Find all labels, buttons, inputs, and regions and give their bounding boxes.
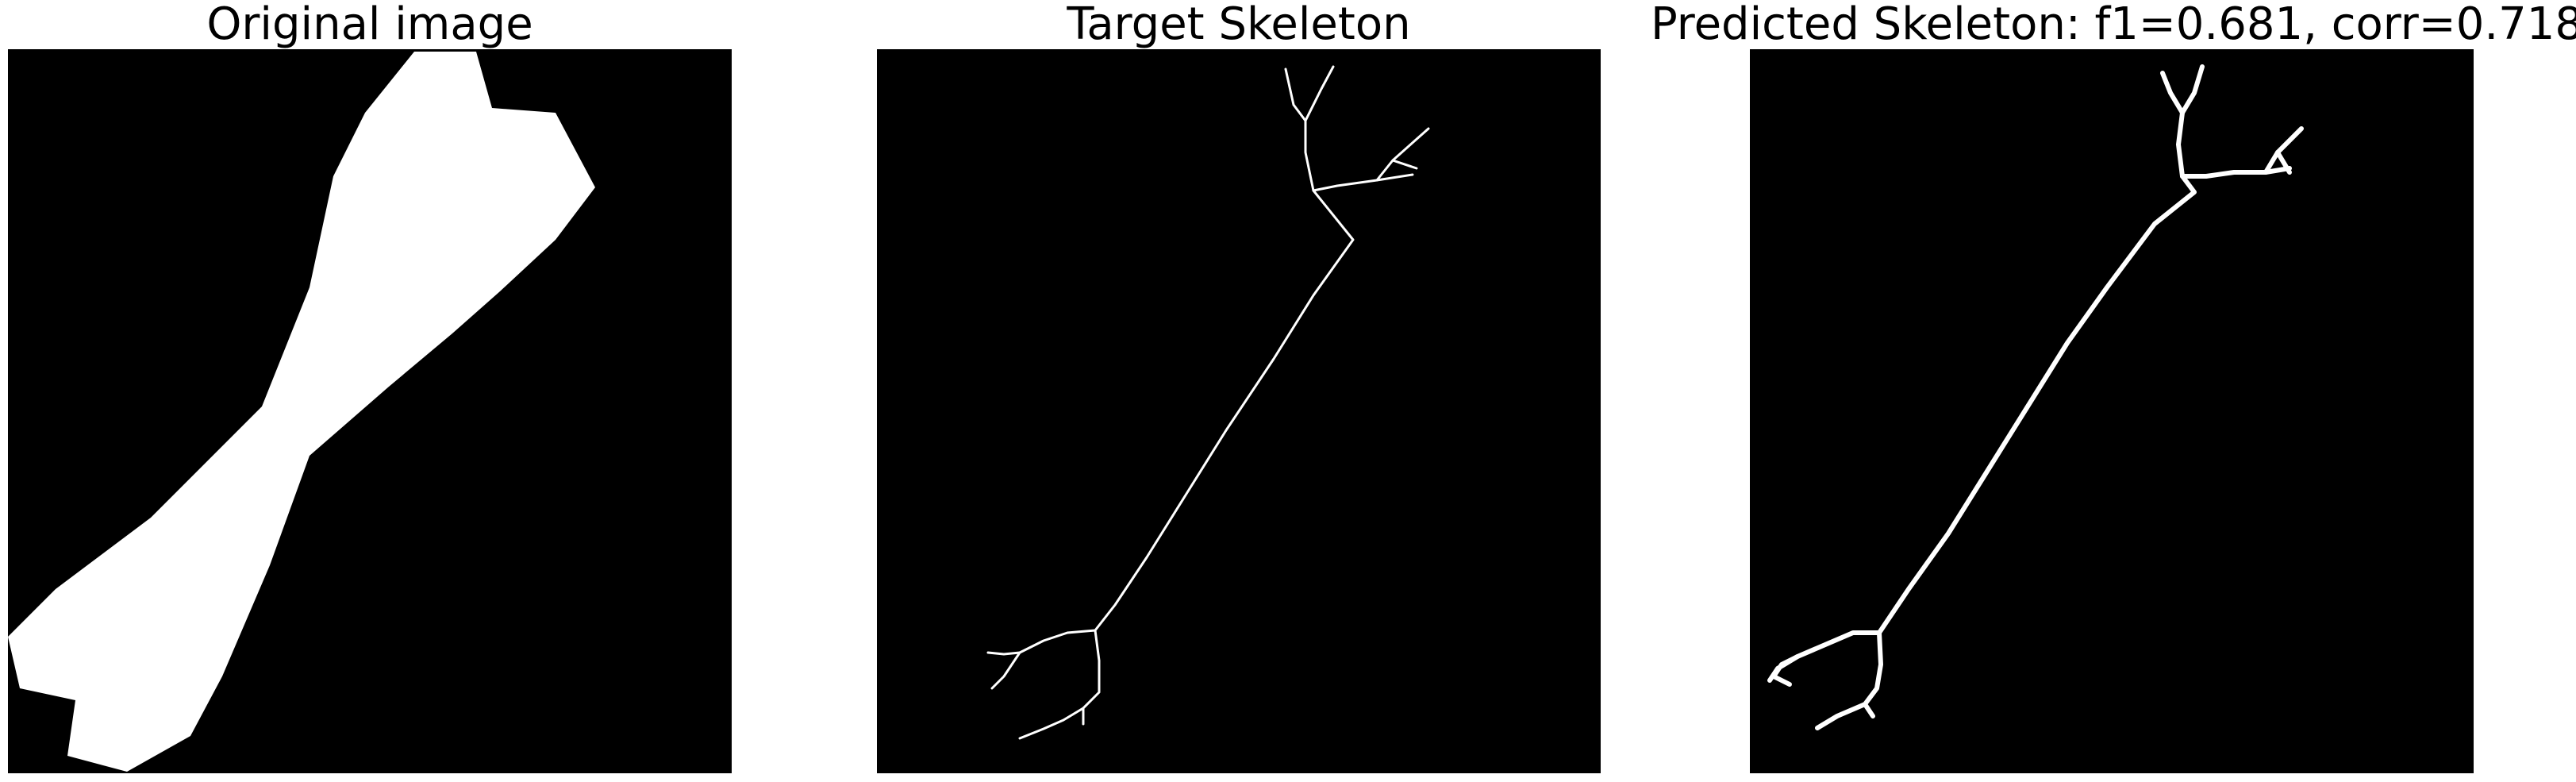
- panel-title-predicted: Predicted Skeleton: f1=0.681, corr=0.718: [1651, 0, 2576, 50]
- panel-title-original: Original image: [206, 0, 533, 50]
- dumbbell-shape: [8, 52, 595, 772]
- predicted-skeleton-svg: [1750, 49, 2474, 773]
- original-image: [8, 49, 732, 773]
- predicted-skeleton-image: [1750, 49, 2474, 773]
- panel-title-target: Target Skeleton: [1067, 0, 1411, 50]
- target-skeleton-svg: [877, 49, 1601, 773]
- target-skeleton-image: [877, 49, 1601, 773]
- predicted-skeleton-lines: [1767, 64, 2304, 730]
- target-skeleton-lines: [986, 65, 1430, 740]
- original-shape-svg: [8, 49, 732, 773]
